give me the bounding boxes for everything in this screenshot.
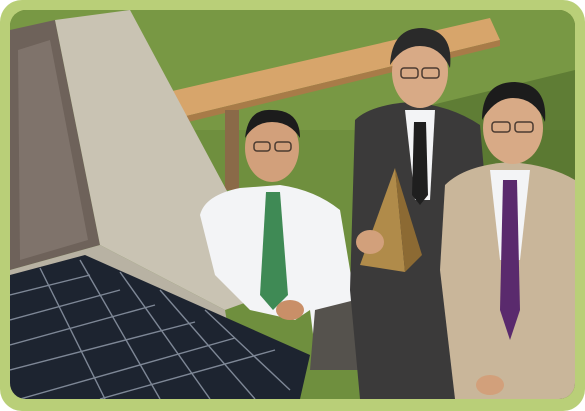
hand-left (276, 300, 304, 320)
photo (10, 10, 575, 399)
tie-purple (500, 180, 520, 340)
person-right (440, 82, 575, 399)
face-middle (392, 36, 448, 108)
hair-right (482, 82, 546, 122)
solar-panel (10, 255, 310, 399)
trophy-side (395, 168, 422, 272)
hand-right (476, 375, 504, 395)
hair-middle (390, 28, 451, 68)
face-right (483, 92, 543, 164)
tie-green (260, 192, 288, 310)
window-glass (18, 40, 88, 260)
hair-left (245, 109, 300, 138)
hand-middle (356, 230, 384, 254)
person-left (200, 109, 360, 370)
photo-illustration (10, 10, 575, 399)
trousers-left (310, 300, 360, 370)
face-left (245, 114, 299, 182)
beam-post (225, 110, 239, 190)
tie-dark (412, 122, 428, 205)
